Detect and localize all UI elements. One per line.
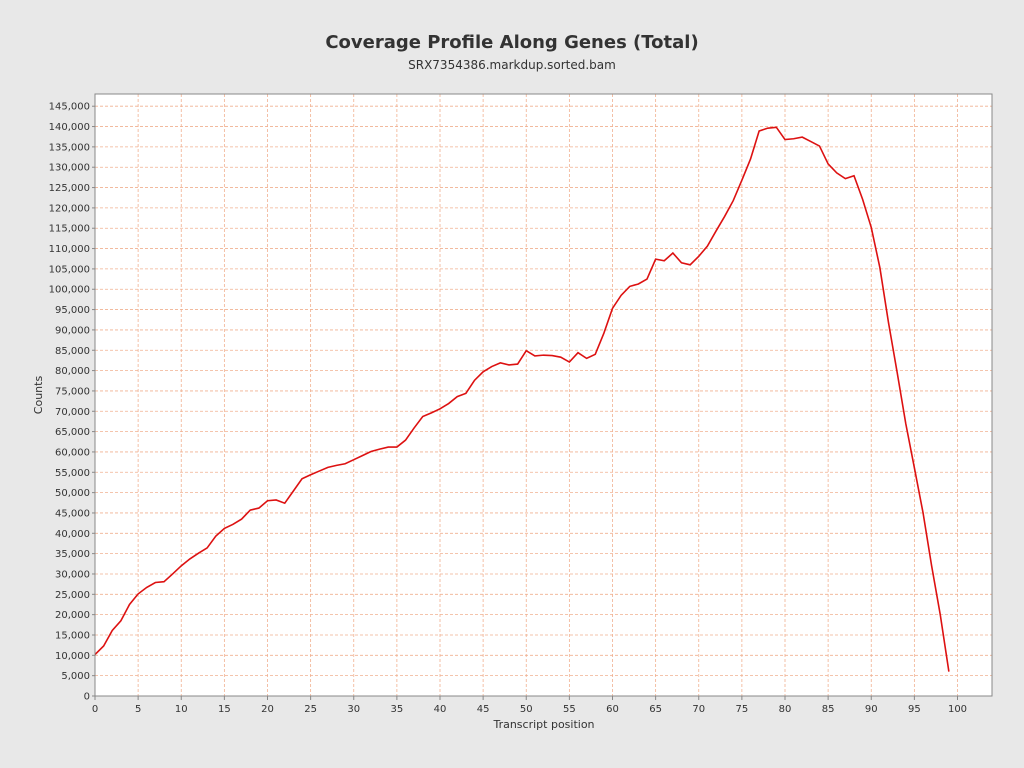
x-tick-label: 85: [822, 704, 835, 715]
y-tick-label: 60,000: [55, 447, 90, 458]
y-tick-label: 45,000: [55, 508, 90, 519]
y-axis-label: Counts: [32, 376, 45, 415]
x-tick-label: 35: [391, 704, 404, 715]
x-tick-label: 45: [477, 704, 490, 715]
x-tick-label: 55: [563, 704, 576, 715]
series-line: [94, 126, 950, 672]
x-tick-label: 0: [92, 704, 98, 715]
x-tick-label: 20: [261, 704, 274, 715]
plot-border: [94, 93, 993, 697]
y-tick-label: 0: [84, 692, 90, 703]
x-tick-label: 80: [779, 704, 792, 715]
y-tick-label: 90,000: [55, 325, 90, 336]
x-tick-label: 70: [692, 704, 705, 715]
y-tick-label: 145,000: [49, 102, 90, 113]
x-tick-label: 25: [304, 704, 317, 715]
y-tick-label: 120,000: [49, 203, 90, 214]
y-tick-label: 15,000: [55, 630, 90, 641]
y-tick-label: 35,000: [55, 549, 90, 560]
y-tick-label: 65,000: [55, 427, 90, 438]
x-tick-label: 95: [908, 704, 921, 715]
x-tick-label: 65: [649, 704, 662, 715]
x-tick-label: 50: [520, 704, 533, 715]
y-tick-label: 30,000: [55, 569, 90, 580]
y-tick-label: 25,000: [55, 590, 90, 601]
y-tick-label: 80,000: [55, 366, 90, 377]
y-tick-label: 50,000: [55, 488, 90, 499]
x-tick-label: 90: [865, 704, 878, 715]
y-tick-label: 20,000: [55, 610, 90, 621]
y-tick-label: 70,000: [55, 407, 90, 418]
y-tick-label: 105,000: [49, 264, 90, 275]
y-tick-label: 75,000: [55, 386, 90, 397]
y-tick-label: 115,000: [49, 224, 90, 235]
y-tick-label: 85,000: [55, 346, 90, 357]
grid-lines: [95, 94, 992, 696]
plot-area: [95, 94, 992, 696]
y-tick-label: 140,000: [49, 122, 90, 133]
x-tick-label: 100: [948, 704, 967, 715]
x-tick-label: 60: [606, 704, 619, 715]
x-tick-label: 10: [175, 704, 188, 715]
y-tick-label: 10,000: [55, 651, 90, 662]
x-axis-label: Transcript position: [492, 718, 594, 731]
chart-title: Coverage Profile Along Genes (Total): [325, 32, 698, 53]
y-tick-label: 110,000: [49, 244, 90, 255]
y-tick-label: 95,000: [55, 305, 90, 316]
y-tick-label: 125,000: [49, 183, 90, 194]
x-tick-label: 40: [434, 704, 447, 715]
x-axis: 0 5 10 15 20 25 30 35 40 45 50 55 60 65 70 75 80 85 90 95 10…: [92, 696, 967, 715]
x-tick-label: 5: [135, 704, 141, 715]
x-tick-label: 15: [218, 704, 231, 715]
x-tick-label: 30: [347, 704, 360, 715]
chart-subtitle: SRX7354386.markdup.sorted.bam: [408, 58, 616, 72]
y-tick-label: 135,000: [49, 142, 90, 153]
y-axis: 0 5,000 10,000 15,000 20,000 25,000 30,000 35,0…: [49, 102, 95, 703]
x-tick-label: 75: [736, 704, 749, 715]
y-tick-label: 100,000: [49, 285, 90, 296]
y-tick-label: 5,000: [61, 671, 90, 682]
y-tick-label: 40,000: [55, 529, 90, 540]
y-tick-label: 130,000: [49, 163, 90, 174]
y-tick-label: 55,000: [55, 468, 90, 479]
